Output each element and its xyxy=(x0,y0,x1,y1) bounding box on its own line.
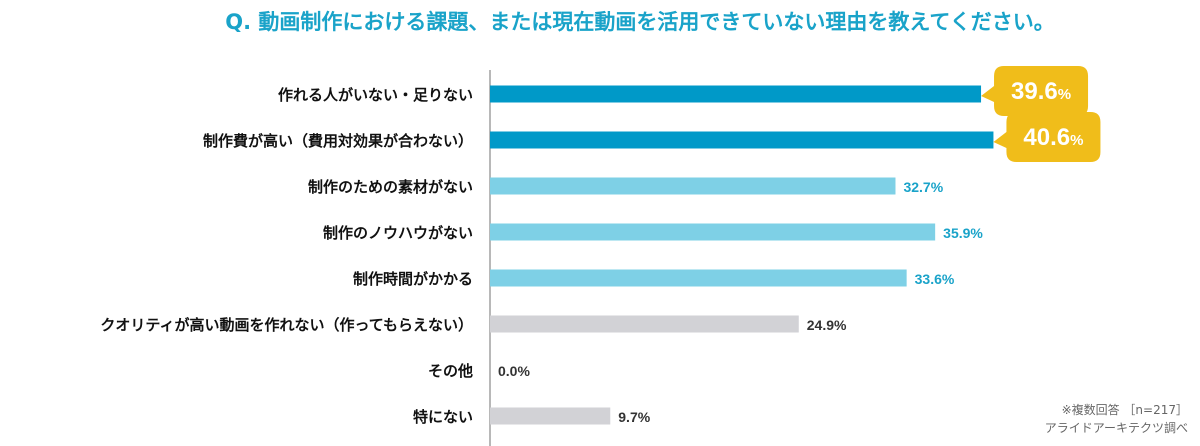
category-label: 制作費が高い（費用対効果が合わない） xyxy=(203,132,473,150)
footnote-line: ※複数回答 ［n=217］ xyxy=(1062,402,1188,417)
callout-bubble xyxy=(993,112,1101,162)
category-label: 制作のノウハウがない xyxy=(323,224,473,242)
value-label: 0.0% xyxy=(498,363,530,379)
value-label: 40.6% xyxy=(1023,124,1083,151)
value-label: 24.9% xyxy=(807,317,847,333)
bar xyxy=(490,85,982,103)
bar xyxy=(490,177,896,195)
chart-title: Q. 動画制作における課題、または現在動画を活用できていない理由を教えてください… xyxy=(225,10,1054,34)
footnote-group: ※複数回答 ［n=217］ アライドアーキテクツ調べ xyxy=(1045,402,1188,435)
category-label: クオリティが高い動画を作れない（作ってもらえない） xyxy=(100,316,473,334)
category-label: 制作のための素材がない xyxy=(308,178,473,196)
bar xyxy=(490,223,936,241)
category-label: その他 xyxy=(428,362,473,380)
value-label: 9.7% xyxy=(618,409,650,425)
callout-bubble xyxy=(981,66,1089,116)
bar xyxy=(490,269,907,287)
bar xyxy=(490,131,994,149)
category-label: 作れる人がいない・足りない xyxy=(278,86,473,104)
bar xyxy=(490,407,611,425)
bars-group: 作れる人がいない・足りない 39.6% 制作費が高い（費用対効果が合わない） 40.6… xyxy=(100,66,1101,426)
value-label: 39.6% xyxy=(1011,78,1071,105)
footnote-line: アライドアーキテクツ調べ xyxy=(1045,421,1188,435)
value-label: 33.6% xyxy=(915,271,955,287)
category-label: 特にない xyxy=(413,408,473,426)
category-label: 制作時間がかかる xyxy=(353,270,473,288)
value-label: 32.7% xyxy=(903,179,943,195)
bar xyxy=(490,315,799,333)
value-label: 35.9% xyxy=(943,225,983,241)
